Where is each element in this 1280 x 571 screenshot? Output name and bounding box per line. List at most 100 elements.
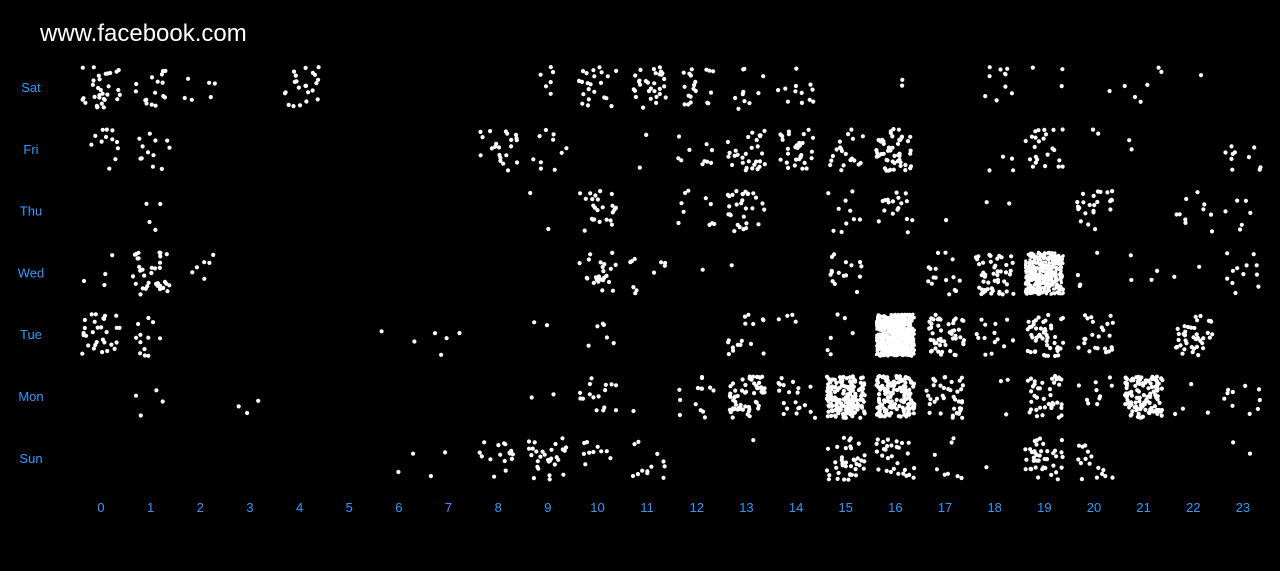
cell-sun-16 bbox=[874, 437, 917, 480]
data-point bbox=[1159, 386, 1164, 391]
data-point bbox=[687, 147, 692, 152]
data-point bbox=[488, 129, 493, 134]
data-point bbox=[903, 317, 907, 322]
data-point bbox=[810, 87, 815, 92]
data-point bbox=[1083, 456, 1088, 461]
cell-mon-19 bbox=[1025, 373, 1064, 420]
y-tick-label-sun: Sun bbox=[19, 451, 42, 466]
data-point bbox=[1042, 405, 1047, 410]
data-point bbox=[859, 397, 864, 402]
data-point bbox=[1061, 340, 1066, 345]
data-point bbox=[953, 353, 958, 358]
data-point bbox=[900, 405, 905, 410]
data-point bbox=[551, 137, 556, 142]
data-point bbox=[432, 331, 438, 336]
data-point bbox=[1133, 383, 1138, 388]
data-point bbox=[748, 341, 754, 346]
data-point bbox=[1229, 156, 1234, 161]
data-point bbox=[163, 68, 168, 73]
data-point bbox=[1045, 343, 1050, 348]
data-point bbox=[211, 252, 216, 257]
data-point bbox=[1205, 410, 1210, 415]
data-point bbox=[505, 168, 511, 173]
data-point bbox=[733, 95, 738, 101]
x-tick-label-1: 1 bbox=[147, 500, 154, 515]
data-point bbox=[1048, 393, 1053, 398]
data-point bbox=[997, 289, 1002, 294]
data-point bbox=[1080, 444, 1085, 449]
data-point bbox=[977, 262, 982, 267]
data-point bbox=[743, 321, 748, 326]
data-point bbox=[843, 460, 849, 465]
data-point bbox=[1090, 332, 1095, 337]
data-point bbox=[751, 321, 756, 327]
data-point bbox=[1110, 475, 1115, 480]
data-point bbox=[530, 446, 535, 451]
data-point bbox=[853, 473, 859, 478]
data-point bbox=[160, 399, 165, 404]
data-point bbox=[757, 159, 763, 164]
data-point bbox=[743, 404, 748, 409]
data-point bbox=[1049, 261, 1054, 265]
data-point bbox=[529, 453, 534, 458]
data-point bbox=[142, 273, 147, 278]
data-point bbox=[693, 402, 698, 407]
data-point bbox=[850, 394, 855, 399]
data-point bbox=[876, 219, 881, 224]
data-point bbox=[1033, 465, 1038, 470]
data-point bbox=[599, 70, 604, 75]
data-point bbox=[1183, 338, 1188, 343]
data-point bbox=[894, 397, 899, 402]
data-point bbox=[835, 476, 840, 481]
data-point bbox=[648, 86, 654, 91]
data-point bbox=[1054, 262, 1058, 266]
cell-wed-17 bbox=[926, 250, 962, 297]
data-point bbox=[888, 400, 893, 405]
data-point bbox=[908, 151, 913, 156]
cell-sun-23 bbox=[1231, 440, 1253, 456]
data-point bbox=[1059, 413, 1064, 418]
data-point bbox=[897, 318, 902, 322]
data-point bbox=[1077, 205, 1082, 210]
data-point bbox=[592, 205, 598, 210]
data-point bbox=[856, 403, 861, 408]
data-point bbox=[598, 189, 603, 194]
data-point bbox=[902, 338, 906, 342]
data-point bbox=[951, 318, 957, 323]
cell-thu-1 bbox=[144, 201, 163, 232]
data-point bbox=[762, 390, 767, 395]
data-point bbox=[676, 156, 681, 161]
data-point bbox=[890, 333, 894, 338]
data-point bbox=[677, 412, 683, 418]
data-point bbox=[1248, 210, 1253, 215]
data-point bbox=[478, 129, 483, 134]
data-point bbox=[611, 341, 616, 346]
data-point bbox=[1136, 389, 1141, 394]
data-point bbox=[545, 457, 551, 463]
data-point bbox=[754, 374, 760, 379]
data-point bbox=[1029, 324, 1034, 329]
cell-wed-20 bbox=[1075, 250, 1100, 289]
data-point bbox=[688, 94, 693, 99]
data-point bbox=[901, 345, 905, 349]
data-point bbox=[703, 196, 708, 201]
data-point bbox=[140, 144, 145, 149]
data-point bbox=[602, 262, 607, 267]
data-point bbox=[1246, 155, 1251, 160]
data-point bbox=[296, 85, 301, 90]
data-point bbox=[93, 133, 98, 138]
data-point bbox=[982, 335, 987, 341]
data-point bbox=[593, 193, 598, 198]
data-point bbox=[995, 269, 1000, 274]
data-point bbox=[601, 269, 606, 274]
data-point bbox=[929, 281, 934, 286]
data-point bbox=[826, 191, 831, 196]
cell-fri-11 bbox=[637, 132, 649, 170]
data-point bbox=[995, 337, 1000, 342]
x-tick-label-5: 5 bbox=[346, 500, 353, 515]
data-point bbox=[786, 165, 791, 170]
data-point bbox=[958, 335, 963, 340]
data-point bbox=[779, 376, 784, 381]
data-point bbox=[887, 322, 891, 326]
data-point bbox=[1087, 461, 1092, 466]
